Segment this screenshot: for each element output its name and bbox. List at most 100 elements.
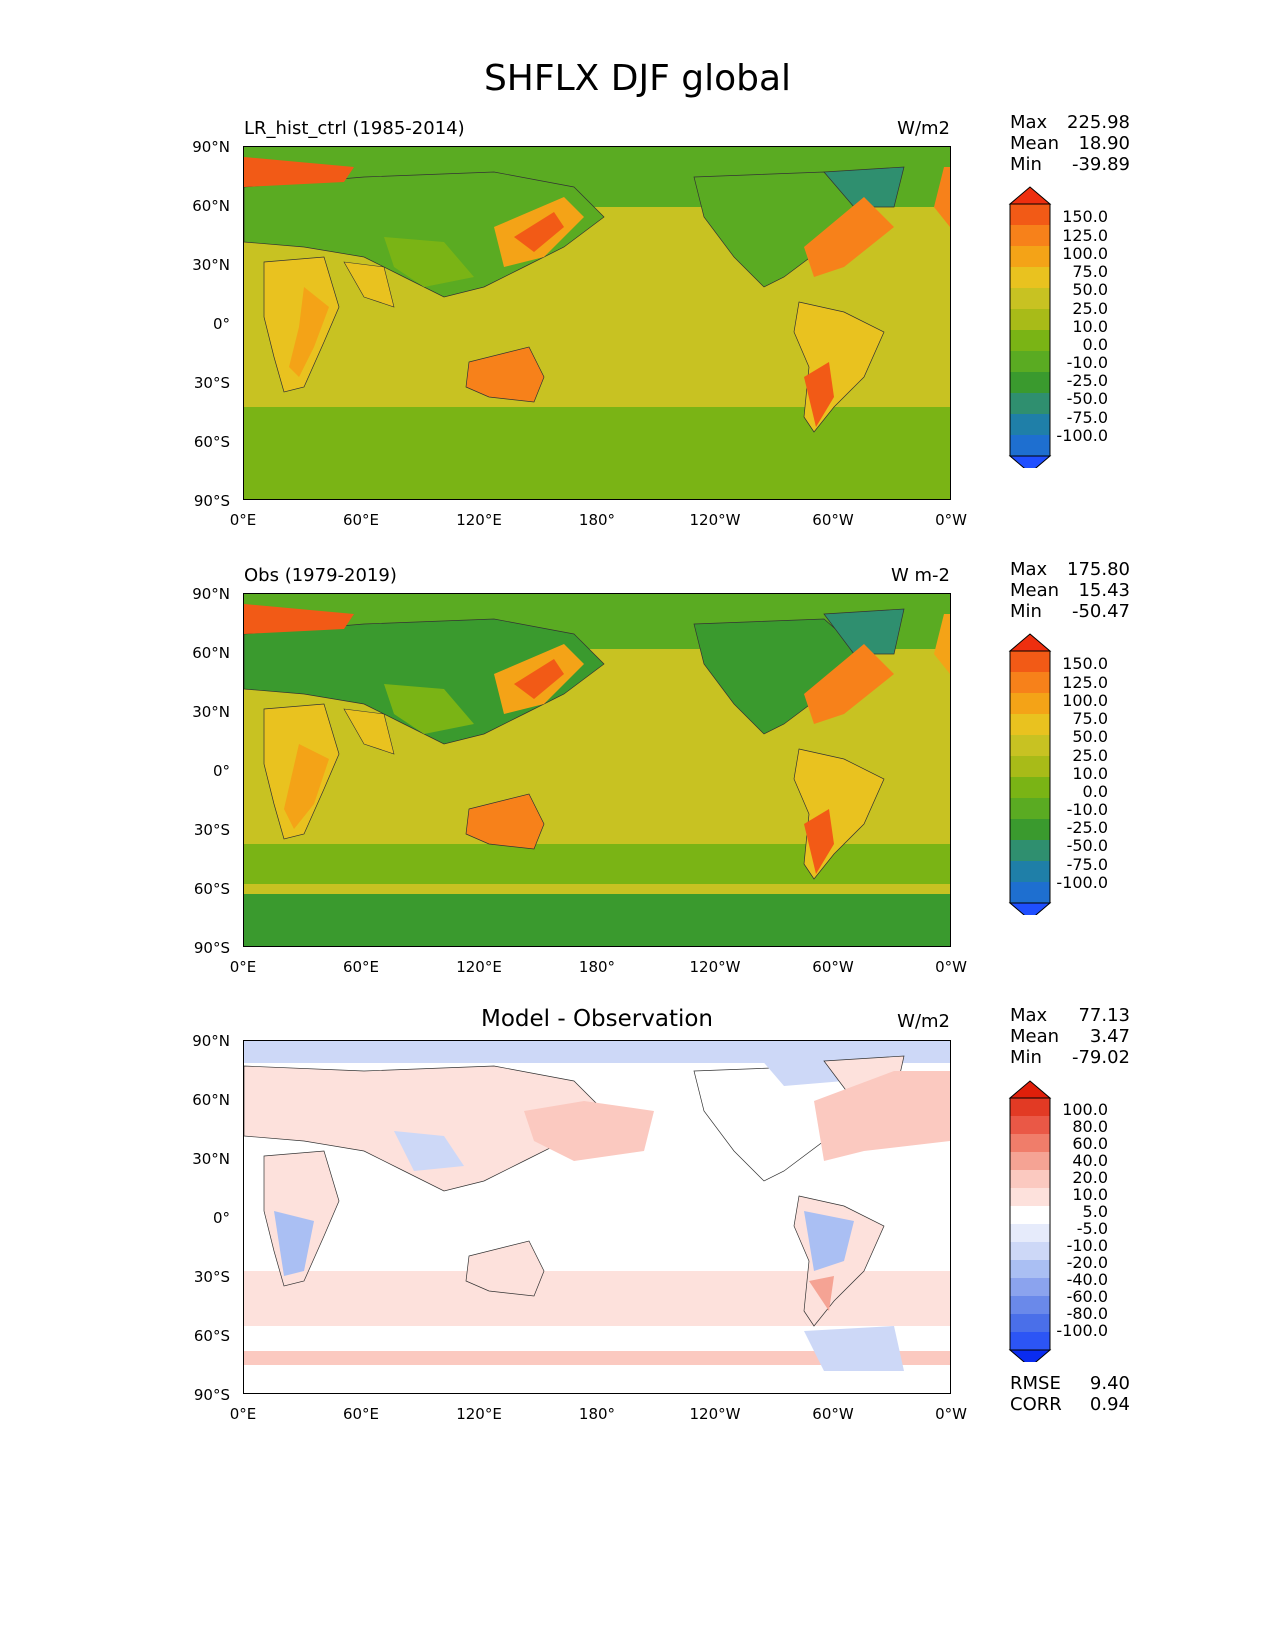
lon-label: 60°E [342, 958, 380, 976]
stat-mean-label: Mean [1010, 580, 1060, 601]
patagonia [804, 809, 834, 874]
colorbar-tick-label: -25.0 [1066, 371, 1108, 390]
colorbar-swatch [1010, 840, 1050, 862]
colorbar-tick-label: 5.0 [1082, 1202, 1108, 1221]
colorbar-swatch [1010, 756, 1050, 778]
lon-label: 120°E [456, 1405, 502, 1423]
colorbar-extend-max [1008, 186, 1052, 205]
stat-max-label: Max [1010, 559, 1048, 580]
colorbar-swatch [1010, 735, 1050, 757]
lon-label: 0°W [935, 511, 967, 529]
colorbar-tick-label: 150.0 [1062, 654, 1108, 673]
lat-label: 90°S [193, 1386, 230, 1404]
lon-label: 120°E [456, 958, 502, 976]
colorbar-tick-label: 100.0 [1062, 691, 1108, 710]
gulf-stream [804, 197, 894, 277]
colorbar-swatch [1010, 1170, 1050, 1189]
patagonia [804, 362, 834, 427]
colorbar-tick-label: -10.0 [1066, 1236, 1108, 1255]
colorbar-swatch [1010, 714, 1050, 736]
stat-min-label: Min [1010, 1047, 1042, 1068]
north-pacific-warm [524, 1101, 654, 1161]
colorbar-tick-label: 20.0 [1072, 1168, 1108, 1187]
colorbar-frame [1009, 650, 1051, 904]
lon-label: 0°E [229, 958, 257, 976]
lat-label: 90°N [192, 138, 230, 156]
colorbar-swatch [1010, 1314, 1050, 1333]
colorbar-swatch [1010, 435, 1050, 457]
colorbar-swatch [1010, 330, 1050, 352]
antarctica [244, 894, 950, 946]
colorbar-swatch [1010, 651, 1050, 673]
australia [465, 793, 545, 850]
colorbar-swatch [1010, 351, 1050, 373]
colorbar-tick-label: 0.0 [1082, 782, 1108, 801]
lon-label: 60°E [342, 511, 380, 529]
nordic-seas [934, 167, 950, 227]
colorbar-swatch [1010, 246, 1050, 268]
patagonia-warm [809, 1276, 834, 1311]
lat-label: 90°N [192, 585, 230, 603]
colorbar-swatch [1010, 1278, 1050, 1297]
stat-max-value: 225.98 [1067, 112, 1130, 133]
colorbar-tick-label: -100.0 [1056, 873, 1108, 892]
colorbar-model [1008, 186, 1052, 468]
colorbar-diff [1008, 1080, 1052, 1362]
rmse-label: RMSE [1010, 1373, 1061, 1394]
southern-ocean-band [244, 844, 950, 884]
corr-value: 0.94 [1089, 1394, 1130, 1415]
kuroshio-hot [514, 659, 564, 699]
colorbar-swatch [1010, 1242, 1050, 1261]
colorbar-tick-label: -25.0 [1066, 818, 1108, 837]
north-atlantic-warm [814, 1071, 950, 1161]
colorbar-extend-max [1008, 1080, 1052, 1099]
lat-label: 60°S [193, 1327, 230, 1345]
lat-label: 30°S [193, 374, 230, 392]
lat-label: 60°S [193, 433, 230, 451]
lon-label: 180° [578, 958, 616, 976]
colorbar-tick-label: -50.0 [1066, 836, 1108, 855]
stat-mean-value: 18.90 [1078, 133, 1130, 154]
map-model [243, 146, 951, 500]
greenland [823, 166, 905, 208]
lon-label: 120°W [689, 1405, 741, 1423]
units-model: W/m2 [897, 118, 950, 139]
colorbar-tick-label: 50.0 [1072, 727, 1108, 746]
colorbar-tick-label: 25.0 [1072, 746, 1108, 765]
colorbar-tick-label: -100.0 [1056, 1321, 1108, 1340]
lat-label: 60°N [192, 644, 230, 662]
colorbar-tick-label: 80.0 [1072, 1117, 1108, 1136]
lat-label: 0° [212, 762, 230, 780]
greenland [823, 608, 905, 655]
lat-label: 0° [212, 315, 230, 333]
stat-mean-label: Mean [1010, 1026, 1060, 1047]
nordic-seas [934, 614, 950, 674]
colorbar-frame [1009, 1097, 1051, 1351]
australia [465, 346, 545, 403]
central-asia [384, 684, 474, 734]
colorbar-tick-label: 40.0 [1072, 1151, 1108, 1170]
colorbar-tick-label: 75.0 [1072, 709, 1108, 728]
lon-label: 180° [578, 1405, 616, 1423]
lon-label: 0°E [229, 1405, 257, 1423]
colorbar-swatch [1010, 309, 1050, 331]
colorbar-swatch [1010, 819, 1050, 841]
colorbar-tick-label: -100.0 [1056, 426, 1108, 445]
colorbar-swatch [1010, 1152, 1050, 1171]
colorbar-swatch [1010, 1116, 1050, 1135]
colorbar-swatch [1010, 1332, 1050, 1351]
colorbar-swatch [1010, 798, 1050, 820]
lat-label: 30°N [192, 1150, 230, 1168]
colorbar-tick-label: -5.0 [1076, 1219, 1108, 1238]
colorbar-extend-min [1008, 902, 1052, 915]
stat-max-label: Max [1010, 1005, 1048, 1026]
lat-label: 30°S [193, 1268, 230, 1286]
india [343, 261, 395, 308]
colorbar-extend-min [1008, 455, 1052, 468]
antarctica [244, 447, 950, 499]
colorbar-swatch [1010, 693, 1050, 715]
lon-label: 120°E [456, 511, 502, 529]
colorbar-swatch [1010, 414, 1050, 436]
colorbar-swatch [1010, 882, 1050, 904]
lat-label: 30°N [192, 256, 230, 274]
